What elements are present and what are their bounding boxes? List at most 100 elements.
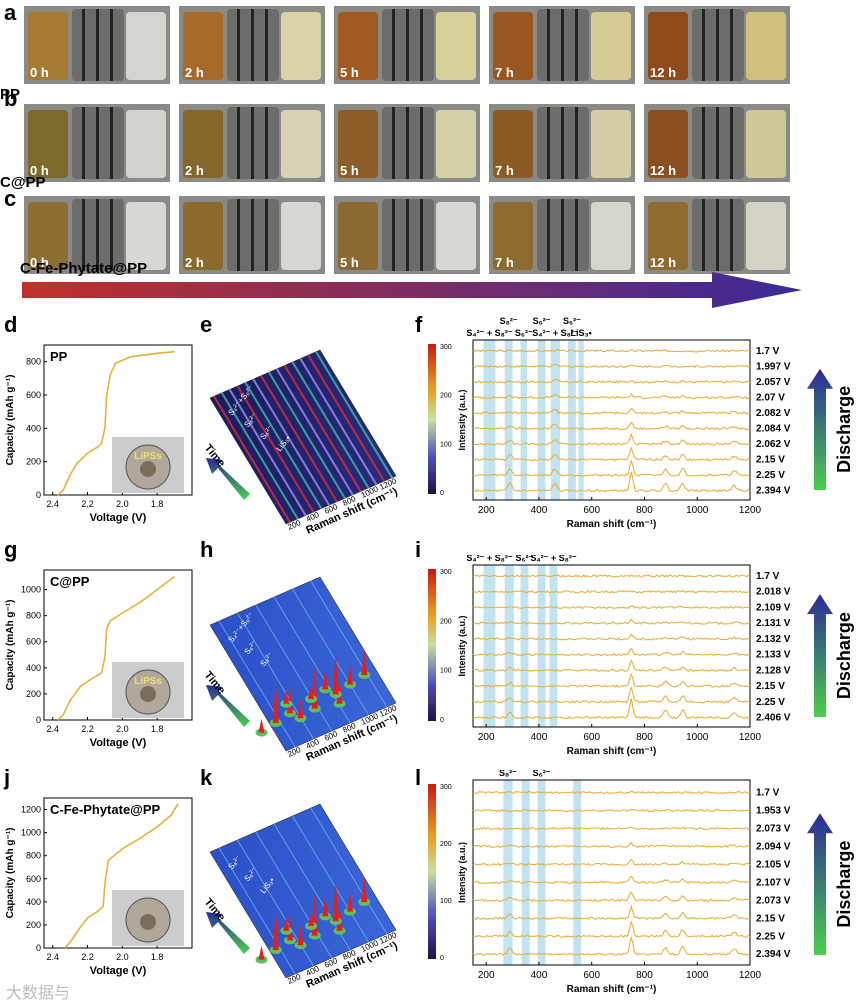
spectrum-trace bbox=[472, 659, 751, 673]
plot-frame bbox=[43, 569, 193, 721]
voltage-label: 2.132 V bbox=[756, 634, 791, 645]
peak-band bbox=[483, 565, 496, 727]
y-tick-label: 600 bbox=[26, 390, 41, 400]
photo-frame: 5 h bbox=[334, 6, 480, 84]
x-tick-label: 2.4 bbox=[46, 724, 59, 734]
map-streak bbox=[292, 588, 369, 716]
sample-label-pp: PP bbox=[0, 86, 21, 103]
clamp-bar bbox=[265, 107, 268, 179]
spectrum-trace bbox=[472, 363, 751, 369]
chart-title: C-Fe-Phytate@PP bbox=[50, 802, 161, 817]
clamp-bar bbox=[547, 107, 550, 179]
sample-label-c-fe-phytate: C-Fe-Phytate@PP bbox=[20, 260, 148, 277]
clamp-bar bbox=[730, 199, 733, 271]
y-axis-label: Intensity (a.u.) bbox=[457, 842, 467, 903]
map-streak bbox=[299, 358, 378, 486]
y-tick-label: 800 bbox=[26, 357, 41, 367]
map-streak bbox=[291, 361, 370, 489]
spectrum-trace bbox=[472, 633, 751, 641]
spectrum-trace bbox=[472, 698, 750, 720]
y-axis-label: Capacity (mAh g⁻¹) bbox=[5, 828, 16, 919]
clamp-bar bbox=[702, 107, 705, 179]
peak-label: LiS₃• bbox=[570, 328, 591, 338]
time-label: 12 h bbox=[650, 163, 677, 178]
x-tick-label: 1000 bbox=[686, 970, 709, 981]
y-tick-label: 600 bbox=[26, 637, 41, 647]
voltage-label: 2.057 V bbox=[756, 377, 791, 388]
clamp-bar bbox=[82, 9, 85, 81]
photo-frame: 0 h bbox=[24, 196, 170, 274]
peak-label: S₆²⁻ bbox=[515, 328, 533, 338]
plot-frame bbox=[472, 779, 751, 966]
vial-right bbox=[281, 110, 321, 178]
voltage-label: 2.073 V bbox=[756, 823, 791, 834]
voltage-label: 2.406 V bbox=[756, 713, 791, 724]
clamp-bar bbox=[96, 9, 99, 81]
panel-label-c: c bbox=[4, 186, 17, 211]
spectrum-trace bbox=[472, 904, 751, 920]
spectrum-trace bbox=[472, 407, 750, 415]
peak-label: S₆²⁻ bbox=[533, 770, 551, 778]
x-tick-label: 2.2 bbox=[81, 952, 94, 962]
time-label: 7 h bbox=[495, 65, 514, 80]
map-peak bbox=[347, 891, 353, 912]
peak-label: S₆²⁻ bbox=[563, 316, 581, 326]
y-tick-label: 0 bbox=[36, 943, 41, 953]
x-tick-label: 800 bbox=[636, 970, 653, 981]
peak-label: S₄²⁻ + S₈²⁻ bbox=[532, 328, 579, 338]
clamp-bar bbox=[575, 9, 578, 81]
map-blob bbox=[284, 936, 296, 945]
clamp-bar bbox=[547, 199, 550, 271]
plot-frame bbox=[472, 564, 751, 728]
map-blob bbox=[319, 685, 332, 694]
clamp-bar bbox=[392, 199, 395, 271]
y-tick-label: 200 bbox=[26, 457, 41, 467]
vial-right bbox=[281, 202, 321, 270]
map-peak bbox=[297, 925, 304, 946]
y-tick-label: 200 bbox=[26, 920, 41, 930]
voltage-label: 2.128 V bbox=[756, 665, 791, 676]
peak-label: S₈²⁻ bbox=[500, 316, 518, 326]
clamp-bar bbox=[730, 9, 733, 81]
vial-left bbox=[28, 12, 68, 80]
clamp-bar bbox=[251, 9, 254, 81]
photo-frame: 5 h bbox=[334, 104, 480, 182]
peak-band bbox=[504, 340, 513, 500]
vial-left bbox=[338, 110, 378, 178]
time-label: 7 h bbox=[495, 255, 514, 270]
peak-label: S₆²⁻ bbox=[533, 316, 551, 326]
peak-band bbox=[567, 340, 576, 500]
spectrum-trace bbox=[472, 937, 751, 956]
panel-label-f: f bbox=[415, 312, 423, 337]
vial-right bbox=[746, 202, 786, 270]
x-axis-label: Voltage (V) bbox=[90, 737, 147, 749]
x-tick-label: 400 bbox=[531, 732, 548, 743]
voltage-label: 2.107 V bbox=[756, 877, 791, 888]
voltage-label: 2.25 V bbox=[756, 697, 785, 708]
watermark: 大数据与 bbox=[6, 985, 71, 1002]
clamp-bar bbox=[561, 9, 564, 81]
x-tick-label: 2.2 bbox=[81, 724, 94, 734]
map-peak bbox=[347, 664, 353, 685]
coin-cell-center bbox=[140, 686, 156, 702]
capacity-curve bbox=[64, 803, 179, 949]
clamp-bar bbox=[420, 199, 423, 271]
y-axis-label: Intensity (a.u.) bbox=[457, 615, 467, 676]
map-peak bbox=[283, 916, 290, 931]
map-streak bbox=[307, 354, 386, 482]
spectrum-trace bbox=[472, 605, 751, 610]
sample-label-c-pp: C@PP bbox=[0, 174, 46, 191]
peak-band bbox=[520, 340, 528, 500]
vial-right bbox=[591, 12, 631, 80]
map-surface bbox=[209, 576, 397, 752]
x-tick-label: 2.4 bbox=[46, 499, 59, 509]
vial-right bbox=[436, 110, 476, 178]
colorbar-tick-label: 100 bbox=[440, 668, 452, 675]
clamp-bar bbox=[716, 9, 719, 81]
spectrum-trace bbox=[472, 826, 751, 831]
voltage-label: 1.7 V bbox=[756, 788, 780, 799]
peak-band bbox=[483, 340, 496, 500]
voltage-label: 2.073 V bbox=[756, 895, 791, 906]
